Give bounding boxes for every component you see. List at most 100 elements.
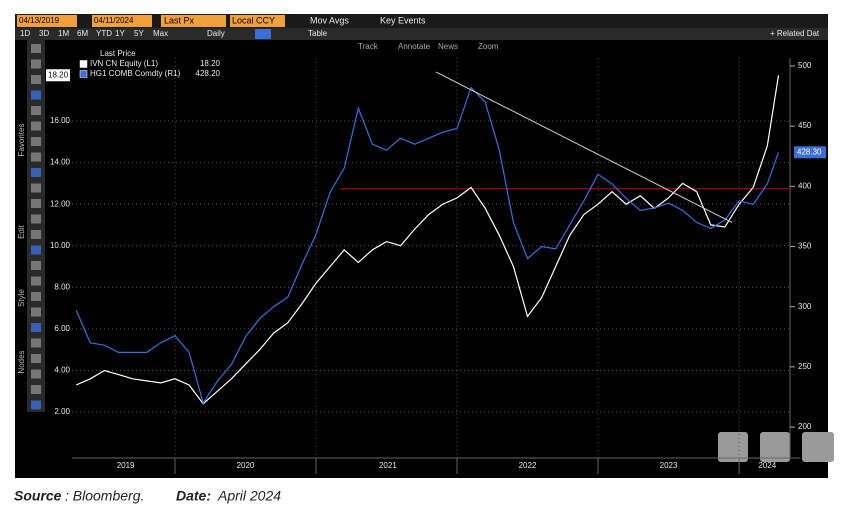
field-input[interactable] (161, 15, 226, 27)
tool-icon[interactable] (31, 230, 41, 239)
trend-line (435, 71, 733, 223)
period-button[interactable]: 6M (77, 29, 88, 38)
source: : Bloomberg. (65, 488, 144, 504)
tool-icon[interactable] (31, 90, 41, 100)
mov-avgs[interactable]: Mov Avgs (310, 15, 349, 25)
field: Last Px (164, 15, 195, 25)
currency-input[interactable] (230, 15, 285, 27)
tool-icon[interactable] (31, 338, 41, 348)
tool-icon[interactable] (31, 152, 41, 162)
y2-tick-label: 400 (798, 181, 812, 190)
chart-tool[interactable]: Track (358, 42, 379, 51)
currency: Local CCY (232, 15, 275, 25)
period-button[interactable]: YTD (96, 29, 112, 38)
legend-swatch (79, 70, 88, 78)
legend-label: IVN CN Equity (L1) (90, 59, 158, 68)
legend-value: 18.20 (200, 59, 221, 68)
y-tick-label: 14.00 (50, 158, 71, 167)
tool-icon[interactable] (31, 183, 41, 193)
y2-tick-label: 300 (798, 302, 812, 311)
x-tick-label: 2019 (117, 461, 135, 470)
tool-icon[interactable] (31, 307, 41, 317)
x-tick-label: 2023 (660, 461, 678, 470)
source-label: Source (14, 488, 62, 504)
side-label: Nodes (17, 350, 26, 373)
y-tick-label: 10.00 (50, 241, 71, 250)
period-button[interactable]: 1D (20, 29, 30, 38)
y2-tick-label: 350 (798, 242, 812, 251)
y-tick-label: 8.00 (54, 282, 70, 291)
add-button[interactable] (802, 432, 834, 462)
x-tick-label: 2022 (519, 461, 537, 470)
share-button[interactable] (760, 432, 790, 462)
y2-tick-label: 200 (798, 422, 812, 431)
tool-icon[interactable] (31, 385, 41, 394)
legend-value: 428.20 (196, 69, 221, 78)
date-input[interactable] (92, 15, 152, 27)
end-date: 04/11/2024 (94, 16, 134, 25)
last-value-label: 18.20 (48, 70, 69, 79)
tool-icon[interactable] (31, 400, 41, 410)
tool-icon[interactable] (31, 323, 41, 332)
y-tick-label: 4.00 (54, 366, 70, 375)
legend-swatch (79, 60, 88, 68)
tool-icon[interactable] (31, 276, 41, 286)
tool-icon[interactable] (31, 292, 41, 301)
y2-tick-label: 500 (798, 61, 812, 70)
tool-icon[interactable] (31, 199, 41, 208)
chart-tool[interactable]: News (438, 42, 458, 51)
x-tick-label: 2021 (379, 461, 397, 470)
period-button[interactable]: 3D (39, 29, 49, 38)
period-button[interactable]: Max (153, 29, 168, 38)
tool-icon[interactable] (31, 261, 41, 270)
tool-icon[interactable] (31, 214, 41, 224)
tool-icon[interactable] (31, 106, 41, 115)
y-tick-label: 16.00 (50, 116, 71, 125)
series-line (75, 75, 780, 405)
tool-column (27, 40, 45, 412)
tool-icon[interactable] (31, 245, 41, 255)
tool-icon[interactable] (31, 168, 41, 177)
period-button[interactable]: 1Y (115, 29, 125, 38)
tool-icon[interactable] (31, 369, 41, 379)
period-active (255, 29, 271, 39)
period-button[interactable]: 1M (58, 29, 69, 38)
chart-tool[interactable]: Zoom (478, 42, 499, 51)
last-value-label: 428.30 (797, 147, 822, 156)
y2-tick-label: 450 (798, 121, 812, 130)
tool-icon[interactable] (31, 354, 41, 363)
series-line (75, 86, 780, 405)
side-label: Style (17, 289, 26, 307)
tool-icon[interactable] (31, 121, 41, 131)
frequency[interactable]: Daily (207, 29, 225, 38)
side-label: Favorites (17, 124, 26, 157)
y-tick-label: 6.00 (54, 324, 70, 333)
y-tick-label: 12.00 (50, 199, 71, 208)
last-value-tag (46, 69, 70, 82)
side-label: Edit (17, 224, 26, 239)
legend-label: HG1 COMB Comdty (R1) (90, 69, 181, 78)
table-button[interactable]: Table (308, 29, 328, 38)
tool-icon[interactable] (31, 137, 41, 146)
date-label: Date: (176, 488, 211, 504)
period-bar (15, 28, 828, 40)
tool-icon[interactable] (31, 59, 41, 69)
download-button[interactable] (718, 432, 748, 462)
date: April 2024 (217, 488, 281, 504)
chart-tool[interactable]: Annotate (398, 42, 431, 51)
y2-tick-label: 250 (798, 362, 812, 371)
tool-icon[interactable] (31, 44, 41, 53)
tool-icon[interactable] (31, 75, 41, 84)
x-tick-label: 2024 (758, 461, 776, 470)
date-input[interactable] (17, 15, 77, 27)
period-button[interactable]: 5Y (134, 29, 144, 38)
last-value-tag (794, 146, 826, 159)
key-events[interactable]: Key Events (380, 15, 426, 25)
legend-title: Last Price (100, 49, 136, 58)
x-tick-label: 2020 (237, 461, 255, 470)
related-data[interactable]: + Related Dat (770, 29, 820, 38)
y-tick-label: 2.00 (54, 407, 70, 416)
start-date: 04/13/2019 (19, 16, 60, 25)
